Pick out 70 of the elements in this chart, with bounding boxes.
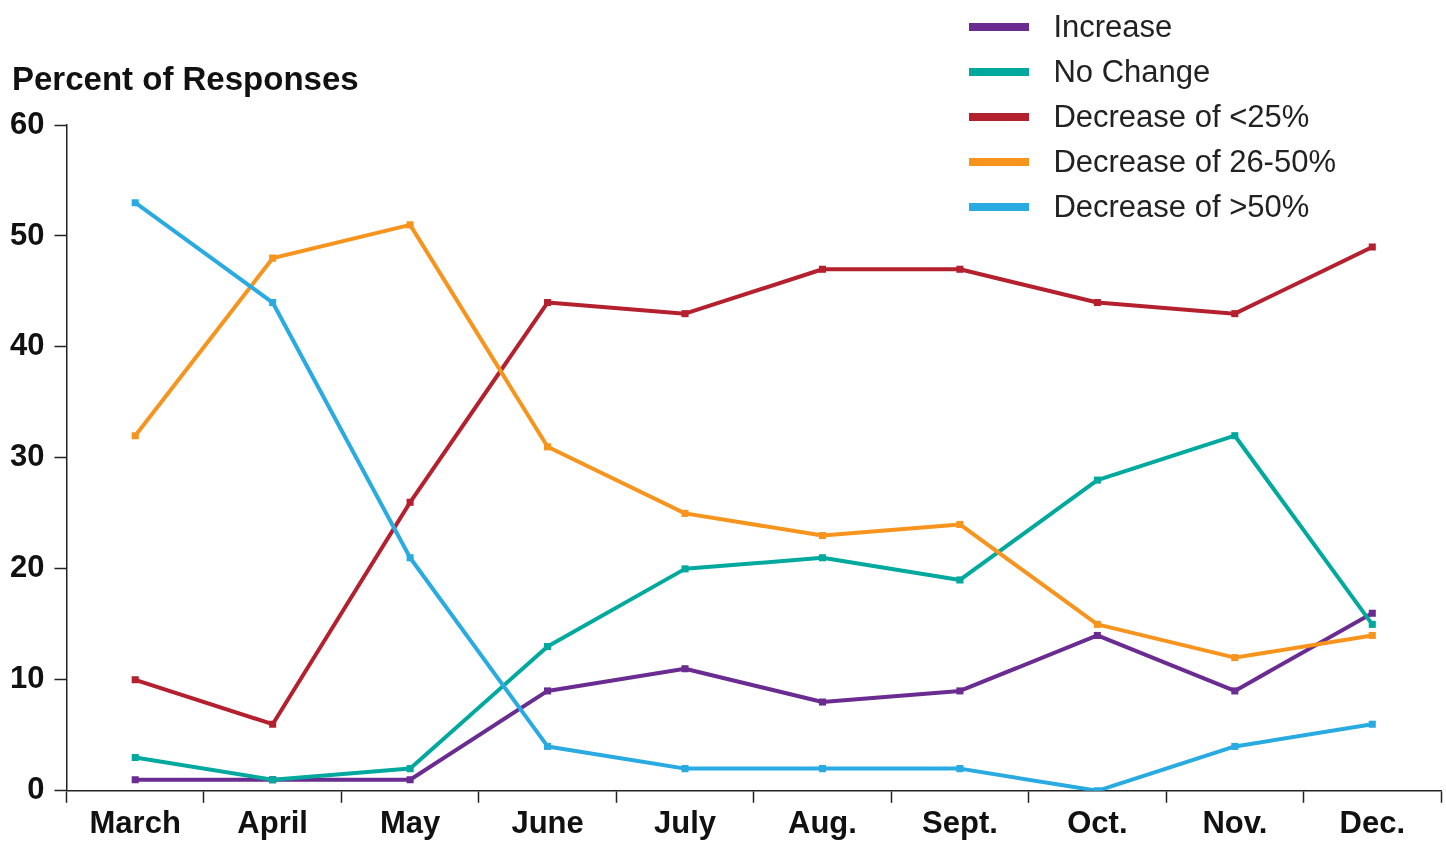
point [956,576,964,584]
y-tick-label: 40 [10,327,45,363]
point [1368,620,1376,628]
point [681,310,689,318]
y-tick-label: 60 [10,105,45,141]
point [544,643,552,651]
point [1368,631,1376,639]
point [131,776,139,784]
y-tick-label: 10 [10,660,45,696]
x-tick-label: May [379,804,442,840]
point [1368,243,1376,251]
legend-label: Increase [1053,8,1173,45]
point [1231,687,1239,695]
point [544,687,552,695]
point [818,554,826,562]
point [406,776,414,784]
point [818,765,826,773]
x-tick-label: Nov. [1202,804,1268,840]
point [406,221,414,229]
y-tick-label: 20 [10,549,45,585]
point [1231,432,1239,440]
point [1093,299,1101,307]
point [544,443,552,451]
point [956,687,964,695]
point [818,532,826,540]
y-axis-title: Percent of Responses [12,60,359,98]
point [406,765,414,773]
point [544,742,552,750]
point [131,676,139,684]
point [1368,720,1376,728]
point [1231,310,1239,318]
point [406,554,414,562]
point [1231,742,1239,750]
point [269,299,277,307]
legend-label: Decrease of >50% [1053,188,1310,225]
x-tick-label: Oct. [1067,804,1128,840]
point [406,498,414,506]
point [818,265,826,273]
x-tick-label: Aug. [788,804,857,840]
point [956,265,964,273]
x-tick-label: July [654,804,717,840]
point [956,520,964,529]
legend-label: No Change [1053,53,1211,90]
point [1231,654,1239,662]
y-tick-label: 30 [10,438,45,474]
point [681,509,689,517]
x-tick-label: Dec. [1339,804,1406,840]
x-tick-label: Sept. [922,804,998,840]
x-tick-label: March [89,804,181,840]
legend-label: Decrease of 26-50% [1053,143,1336,180]
point [681,665,689,673]
point [544,299,552,307]
point [681,765,689,773]
point [1093,476,1101,484]
point [1093,620,1101,628]
point [956,765,964,773]
x-tick-label: June [511,804,584,840]
x-tick-label: April [237,804,308,840]
point [1368,609,1376,617]
point [681,565,689,573]
point [818,698,826,706]
point [269,720,277,728]
legend-label: Decrease of <25% [1053,98,1310,135]
point [131,199,139,207]
point [1093,631,1101,639]
point [131,753,139,762]
y-tick-label: 0 [27,771,45,807]
point [131,432,139,440]
y-tick-label: 50 [10,216,45,252]
point [269,254,277,262]
